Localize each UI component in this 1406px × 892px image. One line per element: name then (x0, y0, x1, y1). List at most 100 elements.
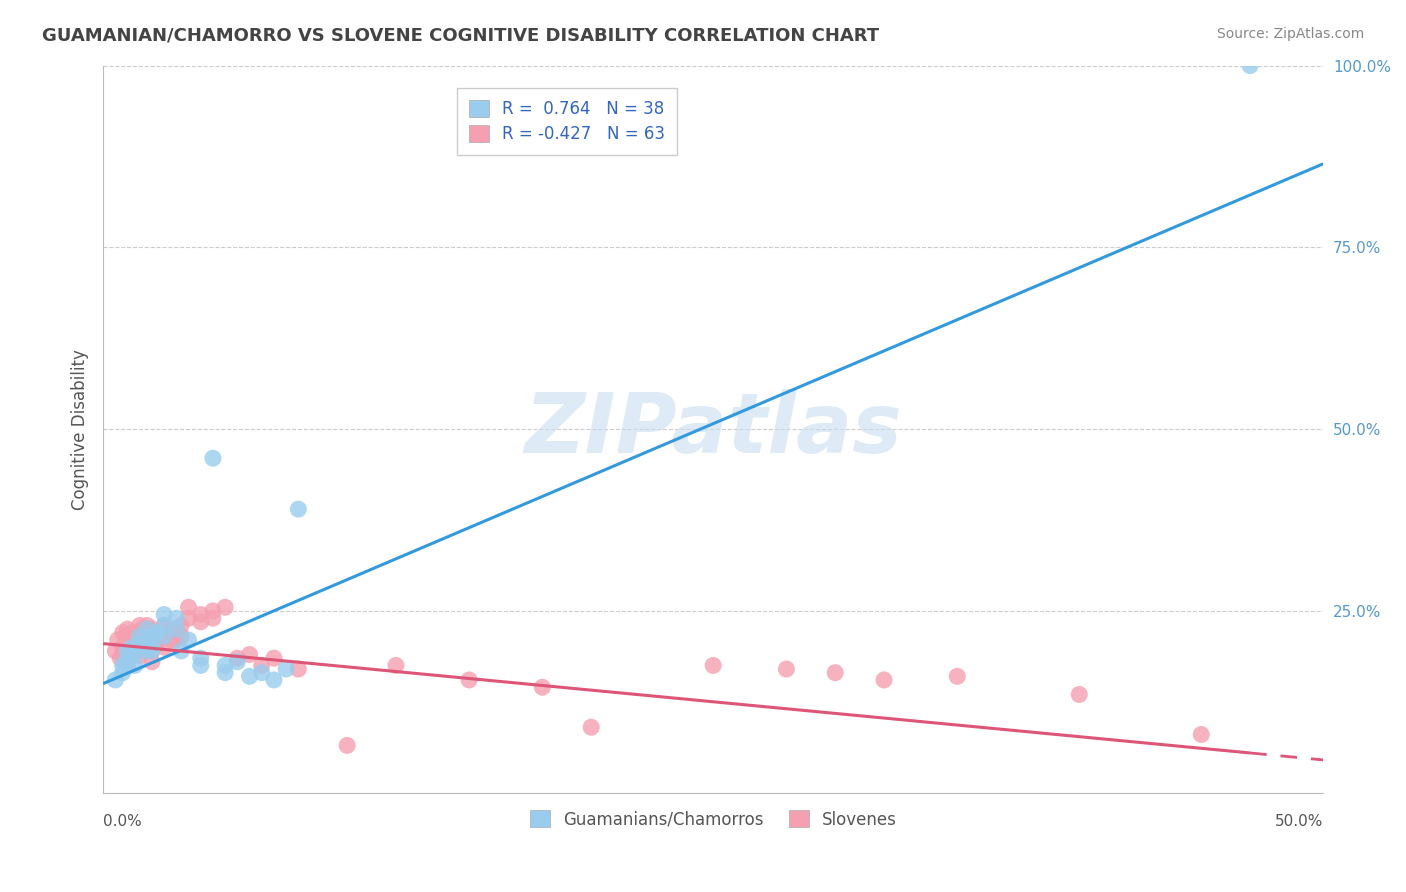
Point (111, 648, 134, 662)
Point (250, 658, 273, 673)
Legend: Guamanians/Chamorros, Slovenes: Guamanians/Chamorros, Slovenes (523, 804, 904, 835)
Point (136, 618, 159, 632)
Point (141, 644, 163, 658)
Point (153, 618, 176, 632)
Text: GUAMANIAN/CHAMORRO VS SLOVENE COGNITIVE DISABILITY CORRELATION CHART: GUAMANIAN/CHAMORRO VS SLOVENE COGNITIVE … (42, 27, 879, 45)
Point (134, 644, 156, 658)
Point (114, 629, 136, 643)
Point (276, 662, 298, 676)
Point (458, 673, 481, 687)
Point (128, 640, 150, 655)
Point (775, 662, 797, 676)
Point (111, 625, 134, 640)
Point (824, 665, 846, 680)
Point (214, 600, 236, 615)
Point (111, 665, 134, 680)
Point (128, 640, 150, 655)
Point (141, 640, 163, 655)
Point (153, 629, 176, 643)
Point (190, 615, 212, 629)
Y-axis label: Cognitive Disability: Cognitive Disability (72, 349, 89, 509)
Point (214, 658, 236, 673)
Point (134, 632, 156, 647)
Point (165, 622, 187, 636)
Point (111, 640, 134, 655)
Point (128, 618, 150, 632)
Point (107, 632, 129, 647)
Point (128, 629, 150, 643)
Point (1069, 688, 1091, 702)
Point (117, 655, 139, 669)
Point (1189, 727, 1212, 741)
Point (153, 618, 176, 632)
Point (531, 680, 554, 694)
Point (117, 644, 139, 658)
Point (165, 632, 187, 647)
Point (108, 651, 131, 665)
Point (136, 629, 159, 643)
Point (146, 625, 169, 640)
Text: ZIPatlas: ZIPatlas (524, 389, 903, 469)
Point (263, 651, 285, 665)
Point (177, 611, 200, 625)
Point (117, 622, 139, 636)
Point (117, 658, 139, 673)
Point (190, 658, 212, 673)
Point (170, 618, 193, 632)
Text: 50.0%: 50.0% (1275, 814, 1323, 830)
Point (201, 451, 224, 466)
Point (263, 673, 285, 687)
Point (226, 655, 249, 669)
Point (201, 604, 224, 618)
Point (702, 658, 724, 673)
Point (190, 607, 212, 622)
Point (201, 611, 224, 625)
Point (153, 640, 176, 655)
Point (287, 662, 309, 676)
Point (141, 655, 163, 669)
Point (128, 629, 150, 643)
Point (111, 658, 134, 673)
Point (141, 632, 163, 647)
Point (117, 651, 139, 665)
Point (160, 632, 183, 647)
Point (946, 669, 969, 683)
Point (124, 629, 146, 643)
Point (141, 644, 163, 658)
Point (170, 629, 193, 643)
Point (146, 637, 169, 651)
Point (250, 665, 273, 680)
Point (190, 651, 212, 665)
Point (385, 658, 408, 673)
Point (160, 622, 183, 636)
Point (146, 625, 169, 640)
Point (214, 665, 236, 680)
Point (121, 637, 143, 651)
Point (136, 622, 159, 636)
Point (136, 632, 159, 647)
Text: 0.0%: 0.0% (103, 814, 142, 830)
Point (128, 648, 150, 663)
Point (121, 640, 143, 655)
Point (165, 622, 187, 636)
Point (153, 607, 176, 622)
Point (238, 648, 260, 662)
Point (226, 651, 249, 665)
Point (170, 644, 193, 658)
Point (287, 502, 309, 516)
Point (141, 629, 163, 643)
Point (128, 637, 150, 651)
Point (1239, 59, 1261, 73)
Point (121, 625, 143, 640)
Text: Source: ZipAtlas.com: Source: ZipAtlas.com (1216, 27, 1364, 41)
Point (141, 622, 163, 636)
Point (136, 640, 159, 655)
Point (117, 644, 139, 658)
Point (117, 632, 139, 647)
Point (177, 600, 200, 615)
Point (238, 669, 260, 683)
Point (873, 673, 896, 687)
Point (336, 739, 359, 753)
Point (165, 611, 187, 625)
Point (579, 720, 602, 734)
